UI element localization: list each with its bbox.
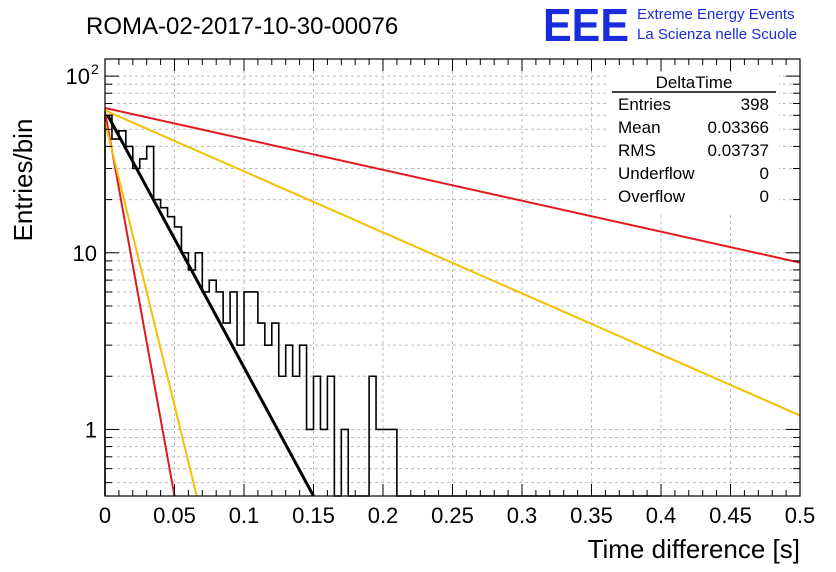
y-axis-label: Entries/bin — [8, 119, 38, 242]
x-tick-label: 0.05 — [153, 503, 196, 528]
histogram-bin — [369, 376, 376, 496]
histogram-bin — [320, 429, 327, 496]
x-tick-label: 0.15 — [292, 503, 335, 528]
stats-row-label: Overflow — [618, 187, 686, 206]
stats-rows: Entries 398 Mean 0.03366 RMS 0.03737 Underflow… — [618, 95, 769, 206]
stats-box-background — [609, 72, 779, 212]
stats-title: DeltaTime — [656, 73, 733, 92]
histogram-bin — [376, 429, 383, 496]
stats-box: DeltaTime Entries 398 Mean 0.03366 RMS 0.0373… — [609, 72, 779, 212]
histogram-bin — [230, 292, 237, 496]
fit-lines — [104, 107, 801, 497]
x-axis-label: Time difference [s] — [588, 534, 800, 564]
stats-row-value: 0 — [760, 187, 769, 206]
histogram-bin — [244, 292, 251, 496]
x-tick-label: 0.2 — [368, 503, 399, 528]
histogram-bin — [258, 323, 265, 496]
y-tick-label: 1 — [85, 417, 97, 442]
x-tick-label: 0.25 — [431, 503, 474, 528]
x-tick-label: 0.35 — [570, 503, 613, 528]
histogram-bin — [126, 146, 133, 496]
histogram-bin — [293, 376, 300, 496]
run-title: ROMA-02-2017-10-30-00076 — [86, 13, 398, 40]
stats-row-value: 0.03737 — [708, 141, 769, 160]
stats-row-label: Mean — [618, 118, 661, 137]
histogram-bin — [327, 376, 334, 496]
project-subtitle: La Scienza nelle Scuole — [637, 26, 797, 43]
x-tick-labels: 0 0.05 0.1 0.15 0.2 0.25 0.3 0.35 0.4 0.45 0.5 — [99, 503, 815, 528]
x-tick-label: 0.45 — [709, 503, 752, 528]
project-name: Extreme Energy Events — [637, 6, 795, 23]
histogram-bin — [112, 139, 119, 496]
histogram-bin — [175, 227, 182, 496]
axis-ticks — [104, 59, 801, 496]
histogram-bin — [133, 168, 140, 496]
histogram-bin — [272, 323, 279, 496]
stats-row-value: 0.03366 — [708, 118, 769, 137]
histogram-bin — [286, 345, 293, 496]
histogram-bin — [383, 429, 390, 496]
stats-row-label: Entries — [618, 95, 671, 114]
fit-line-orange — [104, 121, 198, 497]
grid — [105, 59, 800, 496]
stats-row-label: Underflow — [618, 164, 695, 183]
x-tick-label: 0.1 — [229, 503, 260, 528]
histogram-bin — [341, 429, 348, 496]
x-tick-label: 0.5 — [785, 503, 816, 528]
x-tick-label: 0.4 — [646, 503, 677, 528]
histogram-bin — [314, 376, 321, 496]
stats-row-value: 398 — [741, 95, 769, 114]
eee-logo: EEE — [543, 0, 629, 51]
fit-line-black — [106, 114, 315, 497]
y-tick-label: 10 — [66, 64, 90, 89]
stats-row-label: RMS — [618, 141, 656, 160]
fit-line-red — [104, 111, 176, 497]
x-tick-label: 0.3 — [507, 503, 538, 528]
stats-row-value: 0 — [760, 164, 769, 183]
fit-line-red — [104, 107, 801, 264]
y-tick-exponent: 2 — [91, 61, 99, 77]
x-tick-label: 0 — [99, 503, 111, 528]
histogram-bin — [390, 429, 397, 496]
histogram-bin — [202, 292, 209, 496]
fit-line-orange — [104, 109, 801, 417]
histogram-bin — [223, 323, 230, 496]
histogram-bin — [168, 217, 175, 496]
histogram-bin — [265, 345, 272, 496]
y-tick-label: 10 — [73, 241, 97, 266]
